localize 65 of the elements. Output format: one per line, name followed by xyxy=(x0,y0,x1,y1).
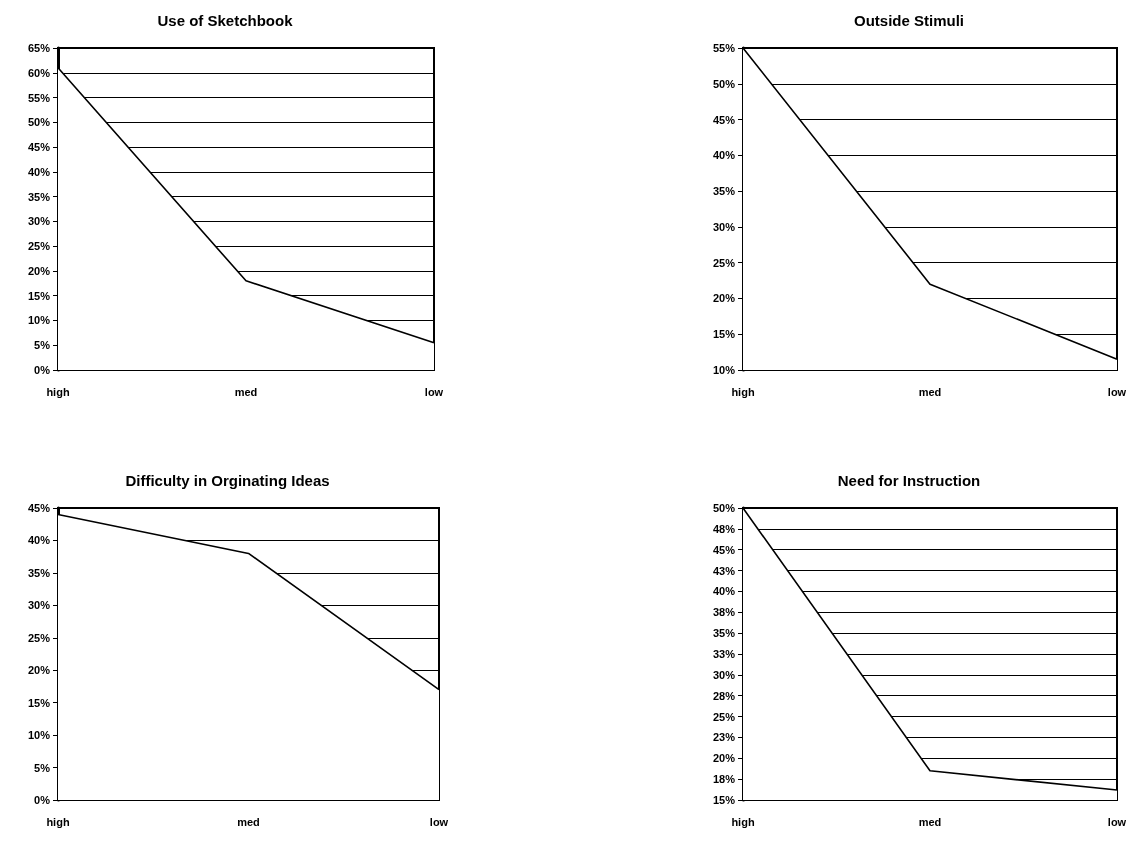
y-tick-label: 23% xyxy=(712,731,736,744)
x-tick-label: low xyxy=(1107,815,1127,828)
y-tick-label: 35% xyxy=(27,566,51,579)
y-tick-label: 33% xyxy=(712,648,736,660)
y-tick-label: 20% xyxy=(27,264,51,277)
y-tick-label: 5% xyxy=(34,761,51,774)
y-tick-label: 18% xyxy=(712,773,736,786)
y-tick-label: 30% xyxy=(712,668,736,681)
y-tick-label: 15% xyxy=(27,289,51,302)
y-tick-label: 48% xyxy=(712,522,736,535)
y-tick-label: 15% xyxy=(712,794,736,806)
y-tick-label: 28% xyxy=(712,689,736,702)
y-tick-label: 40% xyxy=(712,585,736,598)
y-tick-label: 20% xyxy=(712,292,736,305)
y-tick-label: 50% xyxy=(712,502,736,514)
x-tick-label: high xyxy=(46,385,70,398)
y-tick-label: 0% xyxy=(34,794,51,806)
y-tick-label: 15% xyxy=(27,696,51,709)
y-tick-label: 10% xyxy=(712,364,736,376)
y-tick-label: 35% xyxy=(712,185,736,198)
y-tick-label: 55% xyxy=(27,91,51,104)
chart-title: Difficulty in Orginating Ideas xyxy=(125,472,330,489)
x-tick-label: high xyxy=(731,815,755,828)
chart-title: Need for Instruction xyxy=(837,472,981,489)
x-tick-label: med xyxy=(918,815,942,828)
y-tick-label: 65% xyxy=(27,42,51,54)
y-tick-label: 25% xyxy=(712,710,736,723)
y-tick-label: 30% xyxy=(27,599,51,612)
y-tick-label: 15% xyxy=(712,328,736,341)
y-tick-label: 20% xyxy=(712,752,736,765)
y-tick-label: 45% xyxy=(712,543,736,556)
y-tick-label: 45% xyxy=(712,113,736,126)
y-tick-label: 5% xyxy=(34,339,51,352)
y-tick-label: 50% xyxy=(712,77,736,90)
y-tick-label: 10% xyxy=(27,314,51,327)
y-tick-label: 45% xyxy=(27,502,51,514)
y-tick-label: 43% xyxy=(712,564,736,577)
x-tick-label: med xyxy=(237,815,260,828)
y-tick-label: 35% xyxy=(27,190,51,203)
y-tick-label: 40% xyxy=(712,149,736,162)
y-tick-label: 40% xyxy=(27,165,51,178)
y-tick-label: 38% xyxy=(712,606,736,619)
y-tick-label: 60% xyxy=(27,66,51,79)
y-tick-label: 25% xyxy=(712,256,736,269)
y-tick-label: 45% xyxy=(27,141,51,154)
x-tick-label: high xyxy=(731,385,755,398)
y-tick-label: 25% xyxy=(27,240,51,253)
y-tick-label: 20% xyxy=(27,664,51,677)
y-tick-label: 30% xyxy=(712,220,736,233)
x-tick-label: high xyxy=(46,815,70,828)
x-tick-label: low xyxy=(1107,385,1127,398)
y-tick-label: 50% xyxy=(27,116,51,129)
y-tick-label: 35% xyxy=(712,627,736,640)
y-tick-label: 25% xyxy=(27,631,51,644)
y-tick-label: 30% xyxy=(27,215,51,228)
chart-title: Outside Stimuli xyxy=(853,12,965,29)
x-tick-label: low xyxy=(429,815,449,828)
y-tick-label: 40% xyxy=(27,534,51,547)
x-tick-label: med xyxy=(234,385,258,398)
x-tick-label: med xyxy=(918,385,942,398)
x-tick-label: low xyxy=(424,385,444,398)
y-tick-label: 0% xyxy=(34,364,51,376)
y-tick-label: 10% xyxy=(27,729,51,742)
y-tick-label: 55% xyxy=(712,42,736,54)
chart-title: Use of Sketchbook xyxy=(157,12,294,29)
